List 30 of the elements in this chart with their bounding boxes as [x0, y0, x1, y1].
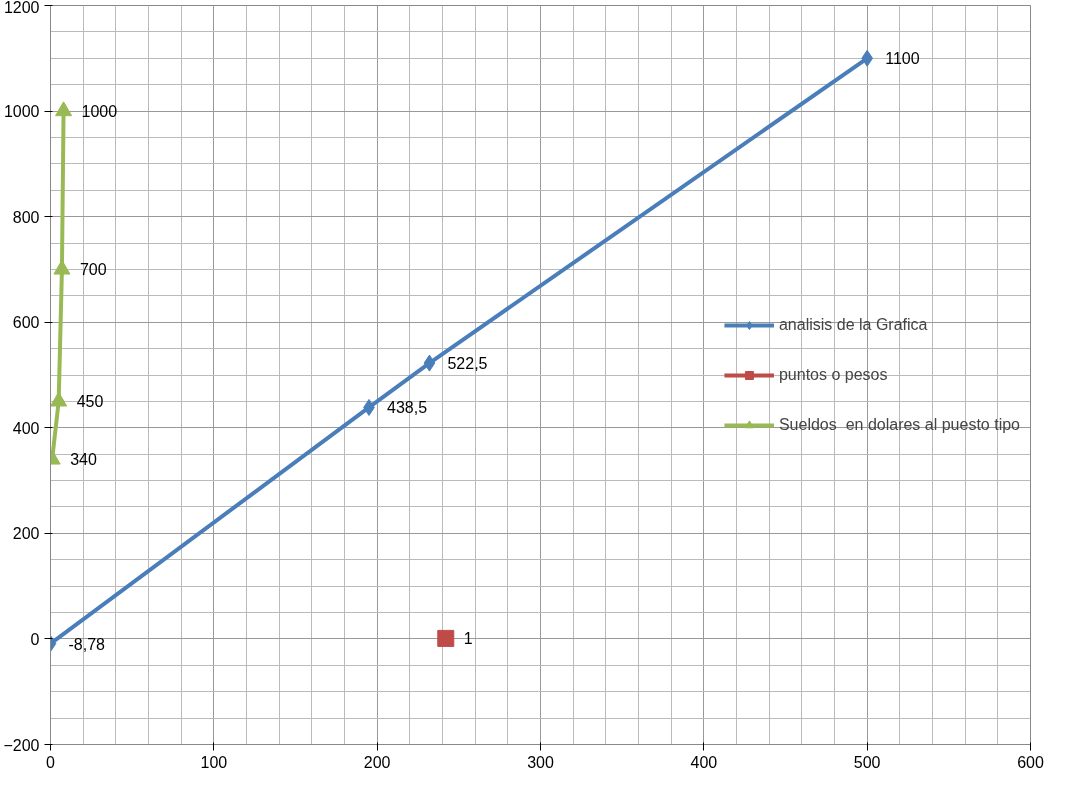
x-tick-label: 600 — [1017, 753, 1044, 771]
y-tick-label: 1200 — [3, 0, 40, 16]
x-tick-label: 500 — [853, 753, 881, 771]
data-label: -8,78 — [68, 635, 106, 653]
x-tick-label: 200 — [363, 753, 391, 771]
data-label: 450 — [76, 393, 104, 411]
y-tick-label: −200 — [3, 736, 40, 754]
data-label: 522,5 — [447, 355, 488, 373]
y-tick-label: 400 — [12, 419, 40, 437]
legend-label: puntos o pesos — [778, 365, 888, 384]
y-tick-label: 1000 — [3, 103, 40, 121]
data-label: 1 — [463, 630, 473, 648]
legend-label: analisis de la Grafica — [778, 315, 928, 334]
x-tick-label: 300 — [527, 753, 554, 771]
y-tick-label: 800 — [12, 208, 40, 226]
point — [55, 101, 73, 117]
x-tick-label: 0 — [46, 753, 56, 771]
data-label: 700 — [79, 261, 107, 279]
point — [437, 629, 455, 647]
x-tick-label: 100 — [200, 753, 228, 771]
data-label: 340 — [70, 451, 97, 469]
y-tick-label: 0 — [30, 630, 40, 648]
data-label: 1000 — [81, 103, 118, 121]
legend-label: Sueldos en dolares al puesto tipo — [778, 415, 1020, 434]
data-label: 438,5 — [387, 399, 428, 417]
y-tick-label: 600 — [12, 314, 40, 332]
point — [423, 354, 436, 372]
x-tick-label: 400 — [690, 753, 718, 771]
data-label: 1100 — [885, 50, 920, 68]
y-tick-label: 200 — [12, 525, 40, 543]
